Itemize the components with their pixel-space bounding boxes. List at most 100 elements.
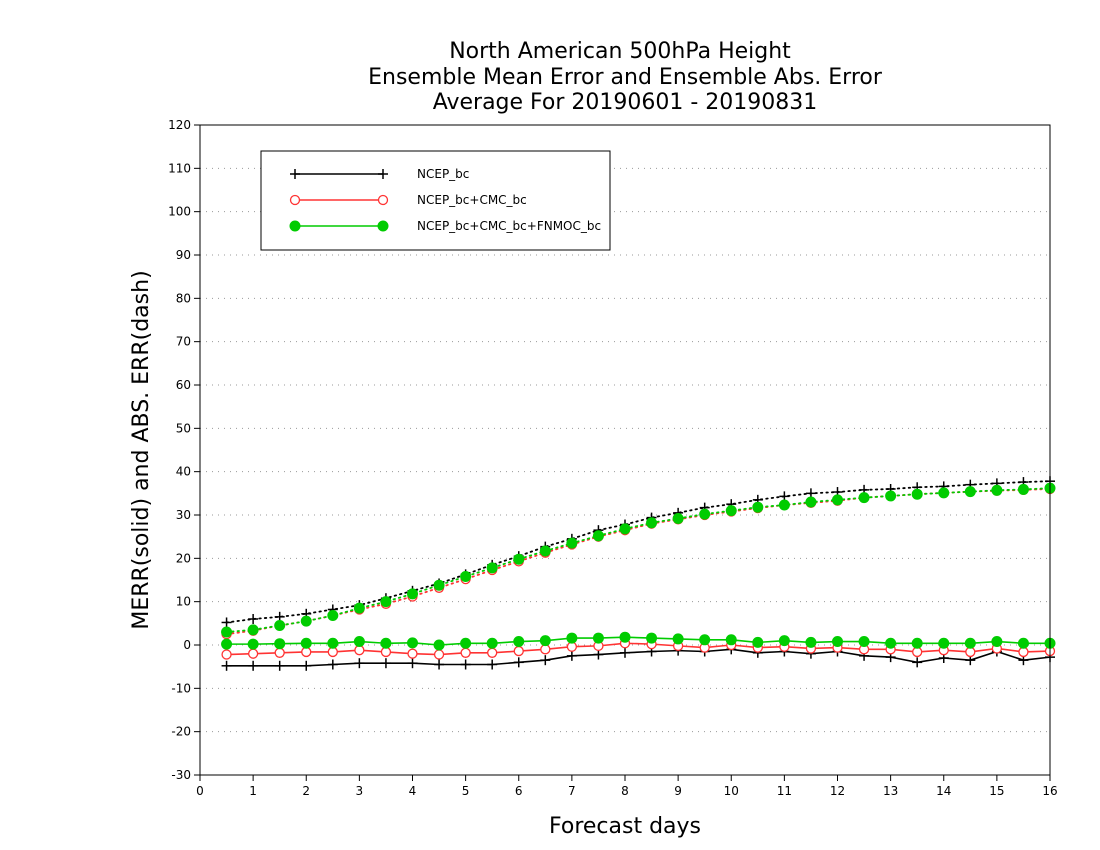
abserr-line [225, 487, 1051, 633]
y-tick-label: 30 [176, 508, 191, 522]
x-tick-label: 2 [302, 784, 310, 798]
merr-point [247, 648, 259, 659]
abserr-point [433, 579, 445, 591]
title-line-3: Average For 20190601 - 20190831 [433, 90, 818, 115]
legend-item: NCEP_bc+CMC_bc [289, 193, 527, 207]
legend-item: NCEP_bc [290, 167, 469, 181]
abserr-point [221, 626, 233, 638]
abserr-point [221, 617, 232, 628]
chart-title: North American 500hPa Height Ensemble Me… [368, 39, 883, 115]
abserr-line [225, 480, 1051, 624]
merr-point [540, 644, 551, 655]
merr-point [433, 639, 445, 651]
merr-point [486, 637, 498, 649]
abserr-point [646, 517, 658, 529]
abserr-point [699, 508, 711, 520]
x-tick-label: 1 [249, 784, 257, 798]
y-tick-label: 40 [176, 465, 191, 479]
merr-point [592, 632, 604, 644]
merr-point [380, 637, 392, 649]
y-tick-label: -10 [171, 681, 191, 695]
y-tick-label: -30 [171, 768, 191, 782]
y-tick-label: 120 [168, 118, 191, 132]
abserr-point [486, 562, 498, 574]
x-tick-label: 8 [621, 784, 629, 798]
legend-marker [289, 194, 301, 206]
legend-label: NCEP_bc+CMC_bc [417, 193, 527, 207]
abserr-point [592, 530, 604, 542]
y-tick-label: 20 [176, 551, 191, 565]
merr-point [433, 649, 445, 660]
abserr-point [274, 620, 286, 631]
merr-point [725, 634, 737, 646]
merr-point [513, 636, 525, 648]
x-tick-label: 14 [936, 784, 951, 798]
merr-point [513, 657, 524, 668]
merr-point [380, 658, 391, 669]
merr-point [699, 634, 711, 646]
merr-point [778, 635, 790, 647]
legend-marker [290, 169, 300, 179]
merr-point [513, 645, 524, 657]
merr-point [460, 647, 471, 658]
legend-marker [377, 220, 389, 232]
abserr-point [513, 553, 525, 565]
abserr-point [991, 484, 1003, 496]
abserr-point [885, 490, 897, 502]
merr-point [965, 646, 976, 658]
merr-point [460, 659, 471, 670]
series-2 [221, 482, 1056, 651]
merr-point [460, 637, 472, 649]
abserr-point [1017, 483, 1029, 495]
merr-point [274, 638, 286, 650]
merr-point [539, 635, 551, 647]
merr-point [354, 645, 365, 656]
merr-point [991, 636, 1003, 648]
merr-point [566, 650, 577, 661]
merr-point [620, 647, 630, 658]
merr-point [300, 637, 312, 649]
merr-point [327, 637, 339, 649]
abserr-point [964, 486, 976, 498]
legend-marker [289, 220, 301, 232]
y-axis-label: MERR(solid) and ABS. ERR(dash) [129, 270, 154, 629]
merr-point [885, 637, 897, 649]
legend-marker [377, 194, 389, 206]
merr-point [407, 658, 418, 669]
abserr-point [725, 505, 737, 517]
merr-point [407, 648, 418, 659]
merr-point [912, 646, 923, 658]
x-tick-label: 4 [409, 784, 417, 798]
merr-point [619, 631, 631, 643]
abserr-point [247, 624, 259, 636]
abserr-point [858, 492, 870, 504]
merr-point [911, 637, 923, 649]
y-tick-label: 70 [176, 335, 191, 349]
abserr-point [938, 487, 950, 499]
merr-point [938, 637, 950, 649]
merr-point [301, 646, 312, 658]
abserr-point [911, 488, 923, 500]
merr-point [301, 660, 312, 671]
merr-point [593, 649, 604, 660]
x-tick-label: 9 [674, 784, 682, 798]
x-axis-label: Forecast days [549, 814, 701, 839]
gridlines [200, 167, 1050, 733]
merr-point [1017, 637, 1029, 649]
merr-point [354, 658, 365, 669]
merr-point [1018, 646, 1029, 658]
abserr-point [752, 501, 764, 513]
abserr-point [832, 494, 843, 506]
y-tick-label: 10 [176, 595, 191, 609]
merr-point [353, 636, 365, 648]
y-tick-label: 50 [176, 421, 191, 435]
x-tick-label: 11 [777, 784, 792, 798]
merr-point [487, 659, 498, 670]
title-line-1: North American 500hPa Height [449, 39, 791, 64]
abserr-point [672, 512, 684, 524]
abserr-point [805, 496, 817, 508]
x-tick-label: 0 [196, 784, 204, 798]
legend-label: NCEP_bc+CMC_bc+FNMOC_bc [417, 219, 601, 233]
